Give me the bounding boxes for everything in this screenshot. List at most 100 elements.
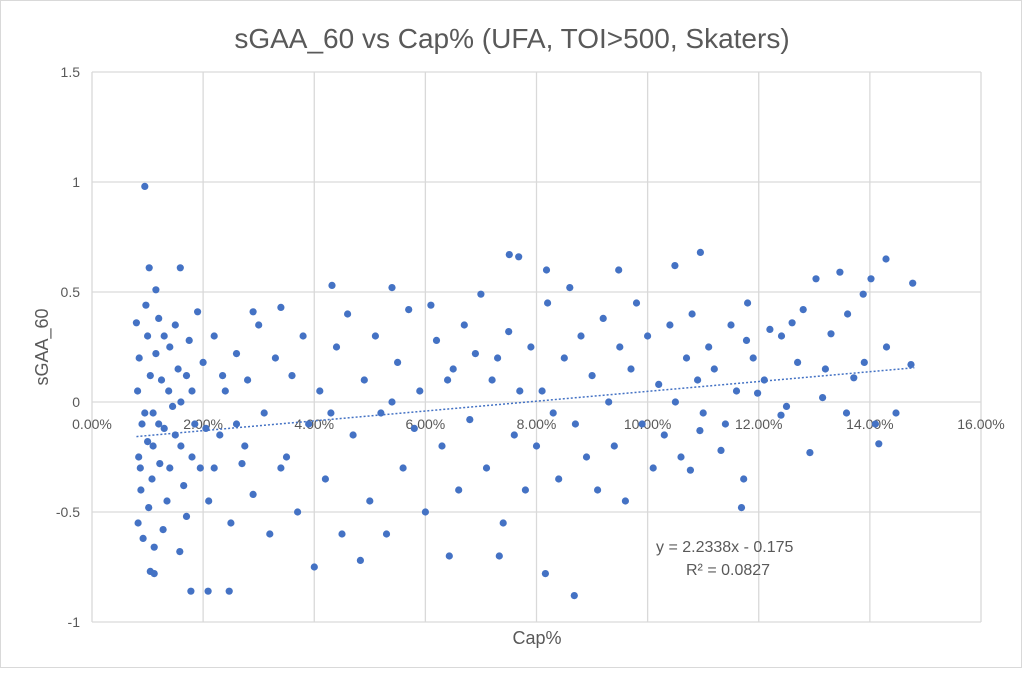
data-point: [388, 398, 396, 406]
data-point: [148, 475, 156, 483]
data-point: [754, 389, 762, 397]
data-point: [766, 325, 774, 333]
data-point: [232, 350, 241, 358]
data-point: [799, 306, 807, 314]
data-point: [180, 482, 188, 490]
data-point: [388, 284, 396, 292]
data-point: [377, 409, 385, 417]
data-point: [187, 587, 195, 595]
data-point: [321, 475, 329, 483]
data-point: [305, 420, 313, 428]
data-point: [495, 552, 503, 560]
data-point: [141, 182, 149, 190]
data-point: [150, 570, 158, 578]
data-point: [806, 449, 814, 457]
data-point: [182, 372, 191, 380]
data-point: [188, 453, 196, 461]
x-tick-label: 10.00%: [624, 416, 671, 432]
data-point: [615, 266, 623, 274]
chart-title: sGAA_60 vs Cap% (UFA, TOI>500, Skaters): [234, 23, 789, 54]
data-point: [871, 420, 880, 428]
data-point: [416, 387, 424, 395]
data-point: [216, 431, 224, 439]
data-point: [488, 376, 496, 384]
data-point: [399, 464, 407, 472]
data-point: [538, 387, 546, 395]
data-point: [171, 321, 179, 329]
data-point: [541, 570, 550, 578]
data-point: [449, 365, 457, 373]
data-point: [244, 376, 252, 384]
y-tick-label: 1.5: [61, 64, 81, 80]
data-point: [749, 354, 757, 362]
data-point: [859, 290, 867, 298]
data-point: [232, 420, 241, 428]
data-point: [875, 440, 883, 448]
data-point: [421, 508, 429, 516]
data-point: [892, 409, 900, 417]
data-point: [819, 394, 827, 402]
data-point: [660, 431, 668, 439]
data-point: [219, 372, 227, 380]
data-point: [860, 358, 868, 366]
data-point: [471, 350, 479, 358]
data-point: [466, 416, 474, 424]
data-point: [282, 453, 291, 461]
data-point: [777, 332, 786, 340]
y-axis-label: sGAA_60: [32, 308, 53, 385]
data-point: [135, 354, 143, 362]
data-point: [150, 543, 158, 551]
x-tick-label: 0.00%: [72, 416, 112, 432]
data-point: [444, 376, 452, 384]
data-point: [655, 380, 663, 388]
data-point: [410, 424, 418, 432]
data-point: [867, 275, 875, 283]
data-point: [482, 464, 491, 472]
data-point: [882, 255, 890, 263]
gridlines: [91, 71, 982, 623]
data-point: [227, 519, 235, 527]
data-point: [555, 475, 563, 483]
data-point: [560, 354, 568, 362]
y-tick-label: 0: [72, 394, 80, 410]
data-point: [139, 534, 147, 543]
data-point: [182, 512, 191, 521]
data-point: [455, 486, 463, 494]
data-point: [812, 275, 820, 283]
data-point: [177, 398, 185, 406]
data-point: [521, 486, 530, 494]
data-point: [241, 442, 249, 450]
data-point: [277, 303, 285, 311]
data-point: [638, 420, 646, 428]
data-point: [249, 308, 257, 316]
data-point: [176, 548, 184, 556]
data-point: [432, 336, 441, 344]
data-point: [727, 321, 735, 329]
data-point: [163, 497, 171, 505]
data-point: [532, 442, 541, 450]
data-point: [460, 321, 468, 329]
data-point: [144, 438, 152, 446]
data-point: [146, 372, 154, 380]
x-tick-label: 8.00%: [517, 416, 557, 432]
data-point: [152, 286, 160, 294]
data-point: [288, 372, 296, 380]
data-point: [136, 464, 144, 472]
data-point: [777, 411, 785, 419]
data-point: [371, 332, 379, 340]
data-point: [744, 299, 752, 307]
data-point: [696, 427, 704, 435]
data-point: [621, 497, 630, 505]
y-tick-label: 1: [72, 174, 80, 190]
data-point: [394, 358, 402, 366]
data-point: [721, 420, 730, 428]
y-tick-labels: -1 -0.5 0 0.5 1 1.5: [56, 64, 80, 630]
data-point: [196, 464, 204, 472]
data-point: [686, 466, 695, 474]
data-point: [527, 343, 535, 351]
data-point: [682, 354, 691, 362]
data-point: [677, 453, 685, 461]
data-points: [132, 182, 917, 600]
y-tick-label: -0.5: [56, 504, 80, 520]
data-point: [542, 266, 551, 274]
